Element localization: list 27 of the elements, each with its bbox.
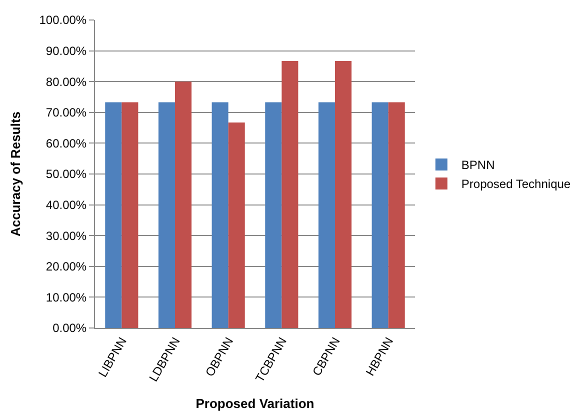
bar — [318, 102, 335, 328]
legend-label: Proposed Technique — [461, 177, 571, 192]
y-tick-label: 60.00% — [46, 136, 87, 150]
legend-label: BPNN — [461, 158, 495, 172]
bar — [282, 60, 298, 328]
x-axis-title: Proposed Variation — [196, 396, 314, 412]
y-tick-label: 10.00% — [46, 290, 87, 304]
bar — [372, 102, 388, 328]
y-axis-title: Accuracy of Results — [8, 112, 24, 236]
bar — [388, 102, 405, 328]
y-tick-label: 40.00% — [46, 198, 87, 212]
bar — [175, 82, 192, 328]
bar — [158, 102, 175, 328]
bar — [105, 102, 122, 328]
bar — [122, 102, 138, 328]
y-tick-label: 0.00% — [52, 321, 87, 336]
bar — [335, 60, 352, 328]
y-tick-label: 20.00% — [46, 260, 87, 274]
y-tick-label: 100.00% — [39, 13, 87, 28]
y-tick-label: 70.00% — [46, 106, 87, 120]
bar — [265, 102, 282, 328]
y-tick-label: 80.00% — [46, 74, 87, 89]
y-tick-label: 30.00% — [46, 228, 87, 243]
y-tick-label: 90.00% — [46, 44, 87, 58]
bar — [228, 122, 245, 328]
bar — [212, 102, 228, 328]
y-tick-label: 50.00% — [46, 167, 87, 182]
